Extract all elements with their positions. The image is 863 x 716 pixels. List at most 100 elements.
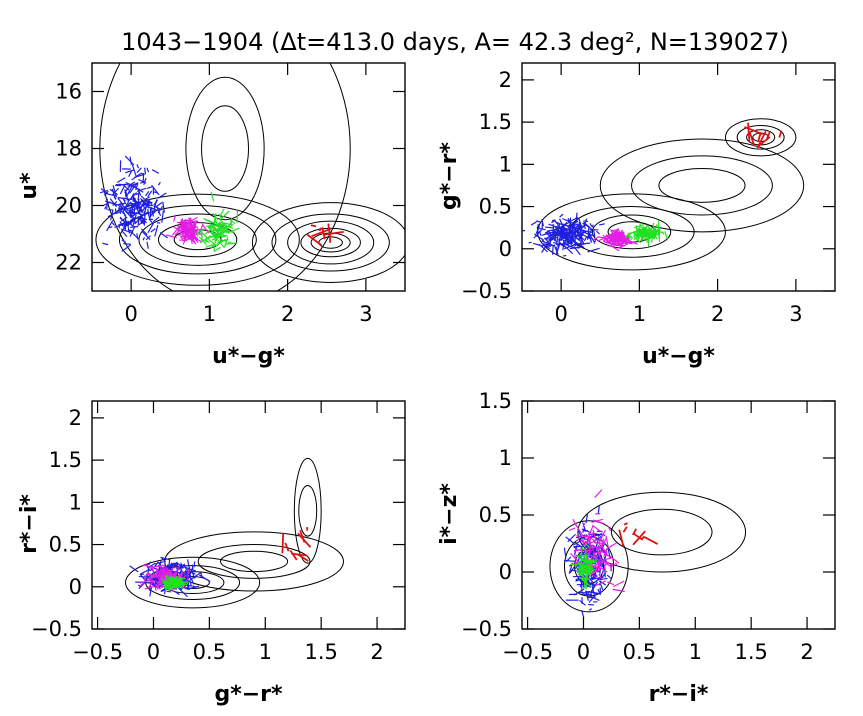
data-point [140,172,145,176]
data-point [145,235,151,241]
y-tick-label: −0.5 [461,279,512,303]
data-point [565,556,572,563]
data-point [152,216,160,223]
data-point [607,542,617,549]
data-point [582,229,593,234]
contour-line [300,227,361,258]
data-point [163,579,173,587]
data-point [173,590,180,596]
data-point [220,208,225,216]
data-point [318,227,322,232]
data-point [596,230,600,235]
data-point [626,238,638,245]
contour-line [293,457,322,564]
data-point [590,581,594,587]
data-point [599,236,611,240]
data-point [130,213,137,219]
data-point [619,231,625,235]
data-point [135,211,145,217]
data-point [554,228,557,235]
data-point [114,223,126,229]
data-point [567,220,579,227]
series-blue [99,155,168,252]
data-point [147,190,153,198]
data-point [609,240,616,247]
data-point [599,583,604,591]
data-point [193,575,198,579]
data-point [606,574,612,579]
x-tick-label: −0.5 [502,640,553,664]
data-point [208,220,211,225]
data-point [207,238,218,247]
x-axis-label: g*−r* [214,682,283,707]
data-point [153,567,159,571]
data-point [582,522,587,532]
series-green [161,574,189,592]
x-tick-label: 0 [554,302,567,326]
data-point [597,588,601,596]
series-red [744,122,783,149]
data-point [143,210,147,214]
data-point [106,220,114,232]
data-point [592,235,600,241]
data-point [582,527,586,533]
data-point [311,228,331,238]
data-point [538,230,542,236]
figure-title: 1043−1904 (Δt=413.0 days, A= 42.3 deg², … [121,28,789,56]
data-point [594,489,603,498]
data-point [605,561,610,565]
data-point [129,209,134,218]
data-point [580,546,583,557]
data-point [146,167,150,173]
data-point [653,230,658,239]
y-tick-label: 0 [499,237,512,261]
data-point [160,588,166,592]
series-green [194,192,240,252]
data-point [544,231,549,234]
data-point [299,529,306,543]
data-point [188,230,192,234]
series-green [570,542,598,590]
data-point [205,244,213,248]
data-point [606,235,615,245]
data-point [172,573,176,578]
data-point [281,532,285,554]
data-point [598,560,602,568]
data-point [134,200,139,205]
data-point [757,136,771,148]
data-point [215,238,227,247]
data-point [210,192,215,202]
data-point [611,235,620,245]
data-point [189,232,193,245]
axes-frame [91,400,406,630]
data-point [586,235,591,241]
data-point [612,588,625,593]
data-point [99,189,109,194]
data-point [142,231,151,241]
x-tick-label: 3 [789,302,802,326]
y-tick-label: 2 [499,68,512,92]
data-point [154,586,157,591]
data-point [597,560,600,567]
x-tick-label: 1 [689,640,702,664]
contour-line [118,205,277,275]
data-point [642,224,649,238]
data-point [206,223,219,228]
data-point [154,583,159,587]
data-point [647,227,653,238]
data-point [114,202,125,206]
data-point [143,177,147,185]
data-point [606,581,615,586]
data-point [151,169,160,174]
data-point [221,235,228,238]
y-axis-label: g*−r* [437,141,462,210]
data-point [121,230,128,238]
x-tick-label: 1 [203,302,216,326]
x-tick-label: 2 [370,640,383,664]
data-point [579,558,586,563]
data-point [587,247,600,253]
data-point [561,225,568,230]
data-point [652,222,655,227]
y-axis-label: u* [17,172,42,200]
